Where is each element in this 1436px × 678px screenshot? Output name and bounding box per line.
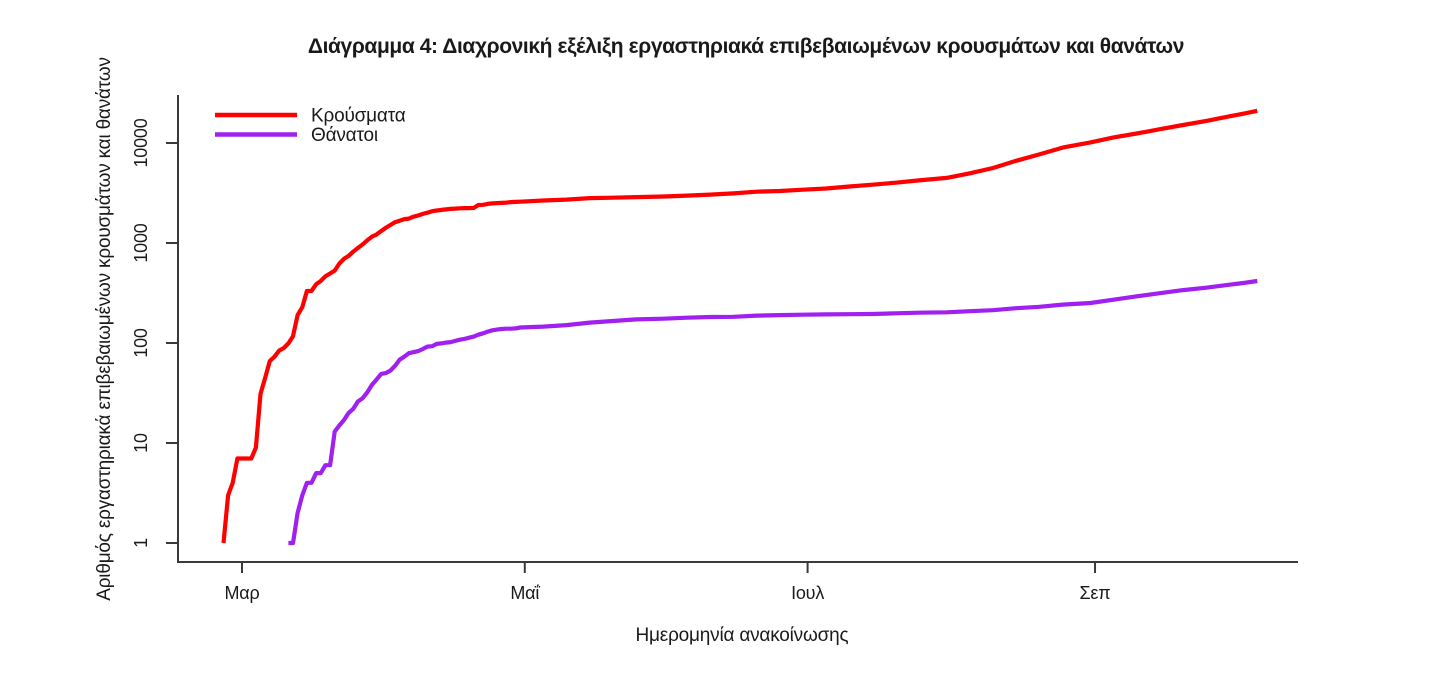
legend-label-cases: Κρούσματα bbox=[311, 106, 406, 127]
x-tick-label: Μαΐ bbox=[510, 583, 540, 603]
legend-label-deaths: Θάνατοι bbox=[311, 125, 378, 146]
axis-ticks: 1 10 100 1000 10000 Μαρ Μαΐ Ιουλ Σεπ bbox=[131, 118, 1111, 603]
legend: Κρούσματα Θάνατοι bbox=[215, 106, 406, 146]
x-tick-label: Μαρ bbox=[224, 583, 259, 603]
series-line-cases bbox=[221, 108, 1258, 544]
x-tick-label: Σεπ bbox=[1080, 583, 1111, 603]
y-tick-label: 10 bbox=[131, 433, 151, 453]
y-tick-label: 1000 bbox=[131, 223, 151, 262]
plot-series bbox=[221, 108, 1258, 546]
chart-title: Διάγραμμα 4: Διαχρονική εξέλιξη εργαστηρ… bbox=[308, 35, 1184, 58]
x-tick-label: Ιουλ bbox=[791, 583, 824, 603]
series-line-deaths bbox=[288, 278, 1258, 546]
y-tick-label: 100 bbox=[131, 328, 151, 358]
y-axis-title: Αριθμός εργαστηριακά επιβεβαιωμένων κρου… bbox=[94, 57, 115, 601]
x-axis-title: Ημερομηνία ανακοίνωσης bbox=[636, 625, 849, 646]
y-tick-label: 10000 bbox=[131, 118, 151, 167]
y-tick-label: 1 bbox=[131, 538, 151, 548]
